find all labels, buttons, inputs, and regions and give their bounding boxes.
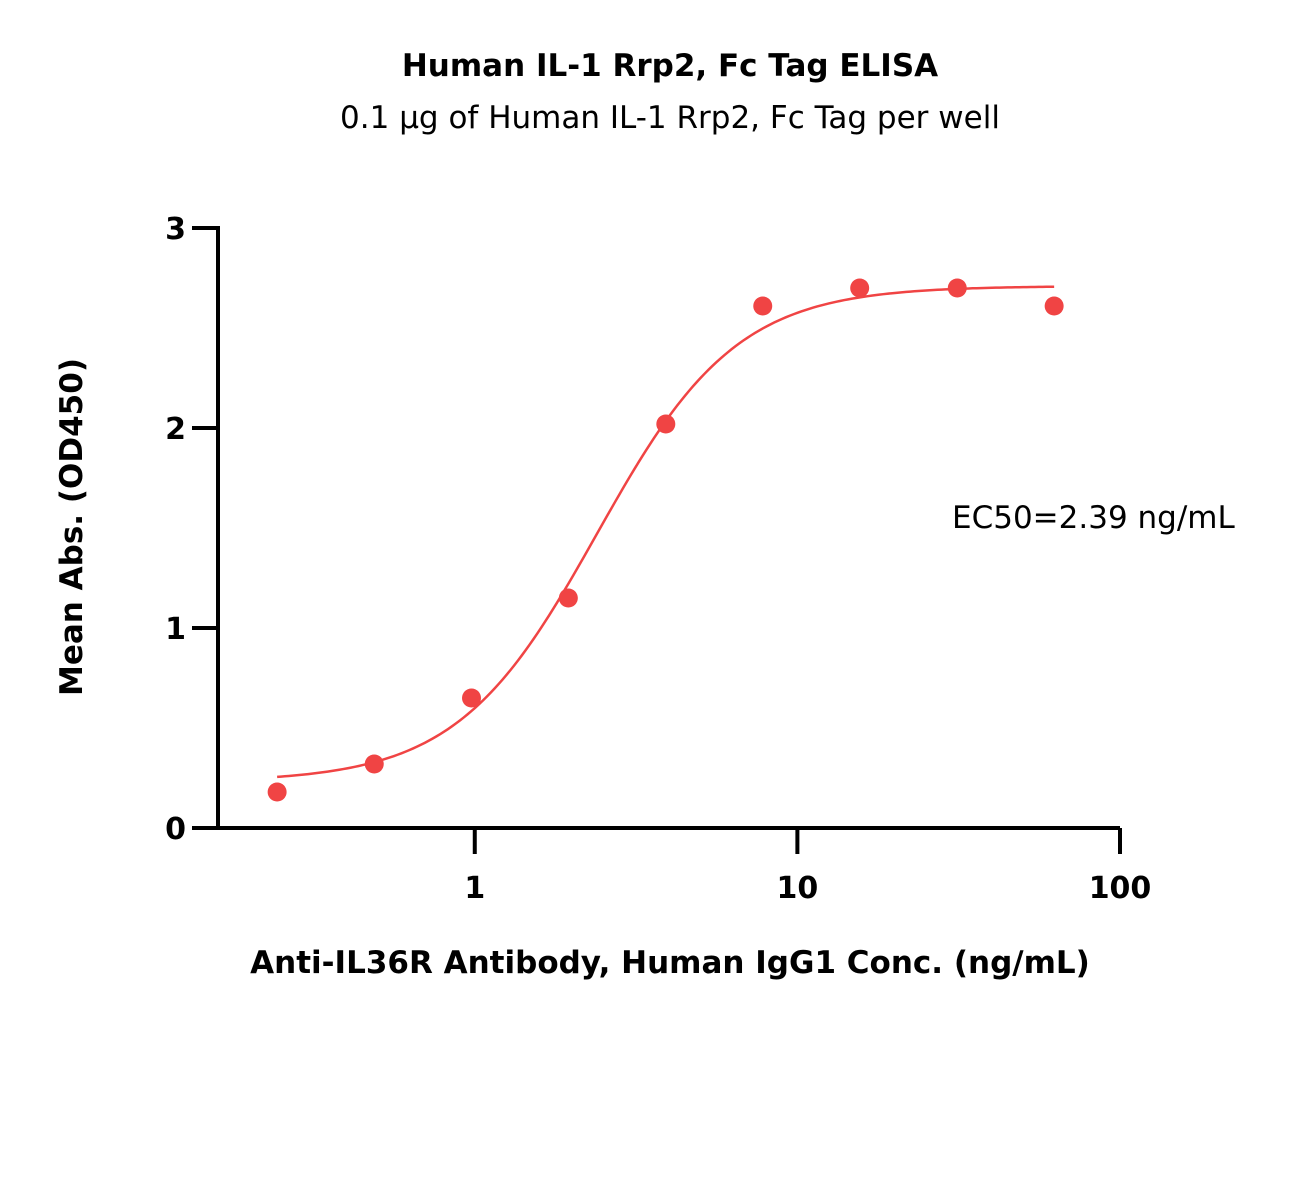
fit-curve-group <box>277 285 1055 779</box>
y-tick-label: 2 <box>165 412 186 447</box>
data-points <box>267 278 1064 802</box>
y-tick-label: 1 <box>165 612 186 647</box>
data-point <box>462 688 482 708</box>
data-point <box>267 782 287 802</box>
data-point <box>753 296 773 316</box>
axes: 0 1 2 3 1 10 100 <box>165 212 1151 906</box>
x-tick-label: 100 <box>1089 871 1152 906</box>
ec50-annotation: EC50=2.39 ng/mL <box>952 500 1235 536</box>
chart-subtitle: 0.1 µg of Human IL-1 Rrp2, Fc Tag per we… <box>340 100 1000 136</box>
data-point <box>656 414 676 434</box>
x-axis-label: Anti-IL36R Antibody, Human IgG1 Conc. (n… <box>250 945 1090 981</box>
data-point <box>947 278 967 298</box>
x-tick-label: 1 <box>464 871 485 906</box>
y-axis-label: Mean Abs. (OD450) <box>54 358 90 696</box>
data-point <box>364 754 384 774</box>
y-tick-label: 0 <box>165 812 186 847</box>
data-point <box>850 278 870 298</box>
x-tick-label: 10 <box>777 871 819 906</box>
fit-curve <box>277 285 1055 779</box>
y-tick-label: 3 <box>165 212 186 247</box>
chart-title: Human IL-1 Rrp2, Fc Tag ELISA <box>401 48 939 84</box>
data-point <box>1044 296 1064 316</box>
data-point <box>558 588 578 608</box>
